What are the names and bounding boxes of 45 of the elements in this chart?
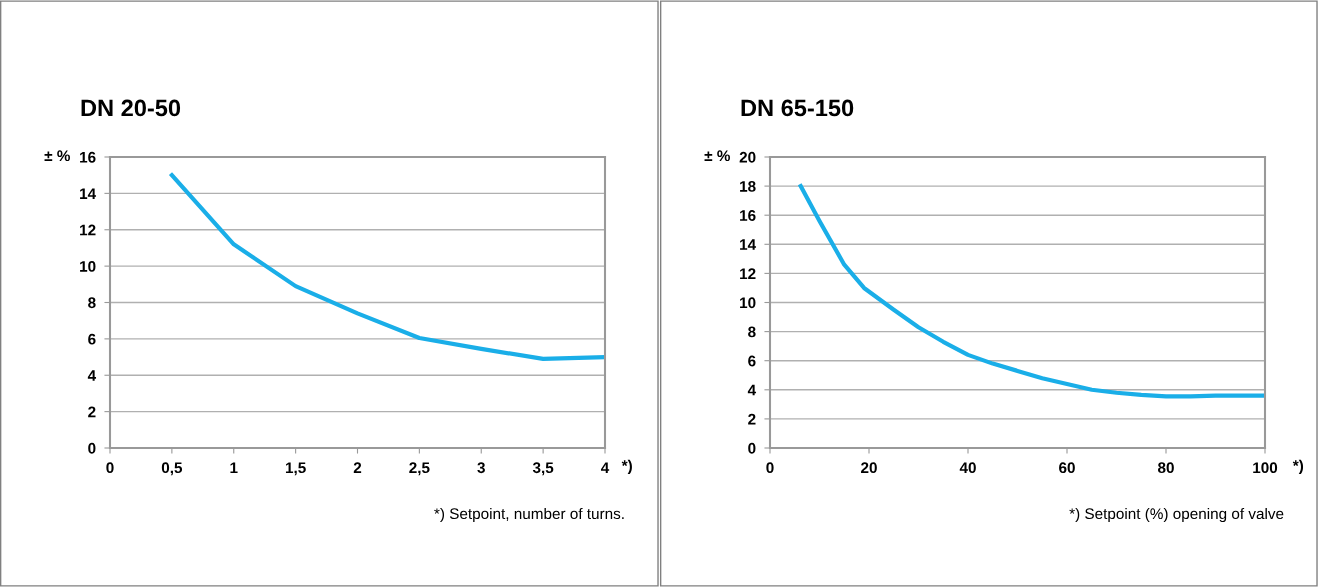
x-axis-title: *) — [1292, 459, 1304, 475]
y-tick-label: 4 — [747, 384, 757, 396]
text: *) Setpoint, number of turns. — [434, 507, 624, 523]
x-tick-label: 100 — [1253, 462, 1278, 474]
y-tick-label: 8 — [748, 326, 756, 338]
x-tick-label: 80 — [1157, 462, 1174, 474]
x-tick-label: 1,5 — [285, 462, 306, 476]
x-tick-label: 20 — [861, 462, 877, 474]
y-tick-label: 12 — [740, 268, 756, 279]
y-tick-label: 20 — [739, 151, 756, 163]
x-tick-label: 0 — [766, 462, 774, 474]
line-series — [798, 184, 1265, 399]
y-tick-label: 2 — [748, 413, 756, 425]
x-tick-label: 40 — [959, 462, 976, 474]
y-tick-label: 8 — [88, 297, 96, 309]
line-series — [169, 173, 605, 361]
y-tick-label: 16 — [80, 151, 96, 163]
x-tick-label: 60 — [1059, 462, 1075, 474]
y-tick-label: 6 — [88, 333, 96, 345]
x-tick-label: 3 — [477, 462, 485, 474]
y-tick-label: 14 — [80, 188, 97, 199]
y-tick-label: 10 — [740, 297, 756, 309]
y-tick-label: 12 — [80, 224, 96, 236]
chart-title: DN 65-150 — [741, 99, 854, 117]
chart-title: DN 20-50 — [81, 99, 181, 117]
y-tick-label: 4 — [87, 370, 97, 381]
y-tick-label: 14 — [740, 239, 757, 250]
y-tick-label: 6 — [748, 355, 756, 367]
y-tick-label: 0 — [88, 442, 96, 454]
y-tick-label: 0 — [748, 442, 756, 454]
x-tick-label: 4 — [600, 462, 610, 473]
x-tick-label: 0 — [106, 462, 114, 474]
x-tick-label: 1 — [230, 462, 238, 473]
y-axis-title: ± % — [704, 150, 730, 162]
y-tick-label: 18 — [740, 180, 756, 192]
x-tick-label: 2,5 — [409, 462, 430, 476]
y-axis-title: ± % — [44, 150, 70, 162]
x-tick-label: 3,5 — [532, 462, 554, 476]
y-tick-label: 16 — [740, 210, 756, 221]
text: *) Setpoint (%) opening of valve — [1069, 507, 1284, 523]
x-tick-label: 0,5 — [161, 462, 183, 476]
y-tick-label: 10 — [80, 260, 96, 272]
y-tick-label: 2 — [88, 406, 96, 418]
x-axis-title: *) — [621, 459, 632, 475]
x-tick-label: 2 — [353, 462, 362, 473]
